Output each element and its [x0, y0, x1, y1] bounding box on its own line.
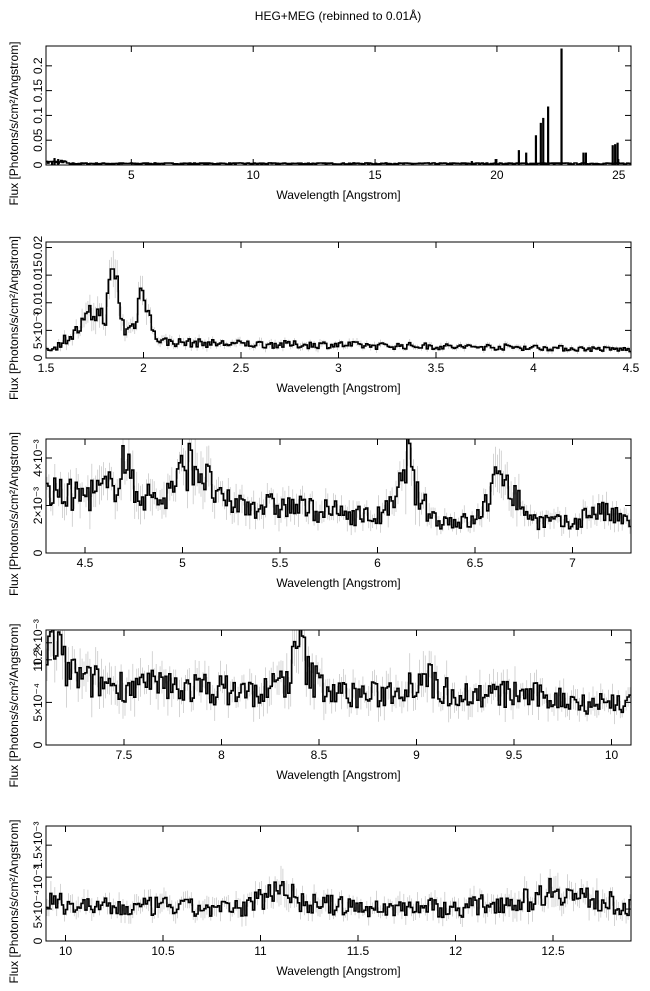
x-axis-label: Wavelength [Angstrom]	[276, 964, 400, 978]
x-tick-label: 10	[605, 748, 619, 762]
x-tick-label: 6	[374, 556, 381, 570]
x-tick-label: 12	[449, 944, 463, 958]
y-tick-label: 0.15	[31, 79, 45, 103]
y-axis-label: Flux [Photons/s/cm²/Angstrom]	[7, 41, 21, 205]
spectrum-step	[46, 630, 631, 715]
y-tick-label: 1.2×10⁻³	[31, 619, 45, 666]
panel-frame	[45, 825, 632, 942]
x-axis-label: Wavelength [Angstrom]	[276, 576, 400, 590]
x-axis-label: Wavelength [Angstrom]	[276, 188, 400, 202]
panel-1: 5 10 15 20 25 Wavelength [Angstrom] 0 0.05 0.1 0.…	[7, 41, 632, 206]
y-tick-label: 5×10⁻⁴	[31, 890, 45, 929]
x-tick-label: 5	[128, 168, 135, 182]
error-bars	[46, 630, 631, 725]
x-tick-label: 25	[612, 168, 626, 182]
continuum-step	[46, 159, 631, 165]
panel-2: 1.5 2 2.5 3 3.5 4 4.5 Wavelength [Angstrom] 0 5×1…	[7, 236, 640, 401]
x-tick-label: 10	[247, 168, 261, 182]
y-tick-label: 4×10⁻³	[31, 439, 45, 476]
x-tick-label: 11.5	[347, 944, 370, 958]
y-tick-label: 0.02	[31, 236, 45, 260]
y-tick-label: 10⁻³	[31, 865, 45, 889]
x-tick-label: 10	[59, 944, 73, 958]
x-tick-label: 2	[140, 361, 147, 375]
x-tick-label: 8	[218, 748, 225, 762]
y-tick-label: 0	[31, 161, 45, 168]
y-tick-label: 0	[31, 354, 45, 361]
figure-title: HEG+MEG (rebinned to 0.01Å)	[254, 9, 422, 23]
y-axis-label: Flux [Photons/s/cm²/Angstrom]	[7, 236, 21, 400]
plot-area	[46, 250, 631, 354]
x-tick-label: 20	[490, 168, 504, 182]
y-tick-label: 5×10⁻³	[31, 312, 45, 349]
x-tick-label: 5	[179, 556, 186, 570]
x-tick-label: 4	[530, 361, 537, 375]
y-tick-label: 10⁻³	[31, 648, 45, 672]
y-axis-label: Flux [Photons/s/cm²/Angstrom]	[7, 819, 21, 983]
x-tick-label: 4.5	[77, 556, 94, 570]
y-tick-label: 0.05	[31, 128, 45, 152]
y-tick-label: 0.1	[31, 107, 45, 124]
x-tick-label: 10.5	[151, 944, 175, 958]
panel-3: 4.5 5 5.5 6 6.5 7 Wavelength [Angstrom] 0 2×10⁻³…	[7, 432, 632, 596]
panel-frame	[45, 438, 632, 554]
panel-frame	[45, 241, 632, 359]
x-tick-label: 11	[254, 944, 267, 958]
x-tick-label: 8.5	[311, 748, 328, 762]
x-tick-label: 4.5	[623, 361, 640, 375]
x-tick-label: 7.5	[116, 748, 133, 762]
x-tick-label: 9.5	[506, 748, 523, 762]
spectrum-step	[46, 877, 631, 919]
spectrum-step	[46, 268, 631, 353]
x-axis-label: Wavelength [Angstrom]	[276, 381, 400, 395]
y-tick-label: 0	[31, 549, 45, 556]
error-bars	[46, 250, 631, 354]
y-tick-label: 0	[31, 741, 45, 748]
x-tick-label: 3.5	[428, 361, 445, 375]
y-tick-label: 5×10⁻⁴	[31, 683, 45, 722]
panel-5: 10 10.5 11 11.5 12 12.5 Wavelength [Angstrom] 0…	[7, 819, 632, 984]
y-tick-label: 0.01	[31, 291, 45, 315]
plot-area	[46, 630, 631, 725]
spectrum-step	[46, 439, 631, 531]
x-tick-label: 7	[569, 556, 576, 570]
y-tick-label: 2×10⁻³	[31, 487, 45, 524]
y-axis-label: Flux [Photons/s/cm²/Angstrom]	[7, 432, 21, 596]
panel-frame	[45, 629, 632, 746]
x-tick-label: 3	[335, 361, 342, 375]
plot-area	[46, 439, 631, 539]
y-tick-label: 0	[31, 937, 45, 944]
x-tick-label: 6.5	[467, 556, 484, 570]
x-tick-label: 1.5	[38, 361, 55, 375]
plot-area	[46, 865, 631, 927]
error-bars	[46, 865, 631, 927]
y-tick-label: 0.2	[31, 57, 45, 74]
x-tick-label: 12.5	[541, 944, 565, 958]
x-axis-label: Wavelength [Angstrom]	[276, 768, 400, 782]
x-tick-label: 2.5	[233, 361, 250, 375]
x-tick-label: 5.5	[272, 556, 289, 570]
panel-frame	[45, 45, 632, 166]
y-tick-label: 0.015	[31, 260, 45, 290]
y-tick-label: 1.5×10⁻³	[31, 821, 45, 868]
x-tick-label: 9	[413, 748, 420, 762]
x-tick-label: 15	[368, 168, 382, 182]
plot-area	[46, 48, 631, 165]
y-axis-label: Flux [Photons/s/cm²/Angstrom]	[7, 623, 21, 787]
panel-4: 7.5 8 8.5 9 9.5 10 Wavelength [Angstrom] 0 5×10⁻…	[7, 619, 632, 788]
